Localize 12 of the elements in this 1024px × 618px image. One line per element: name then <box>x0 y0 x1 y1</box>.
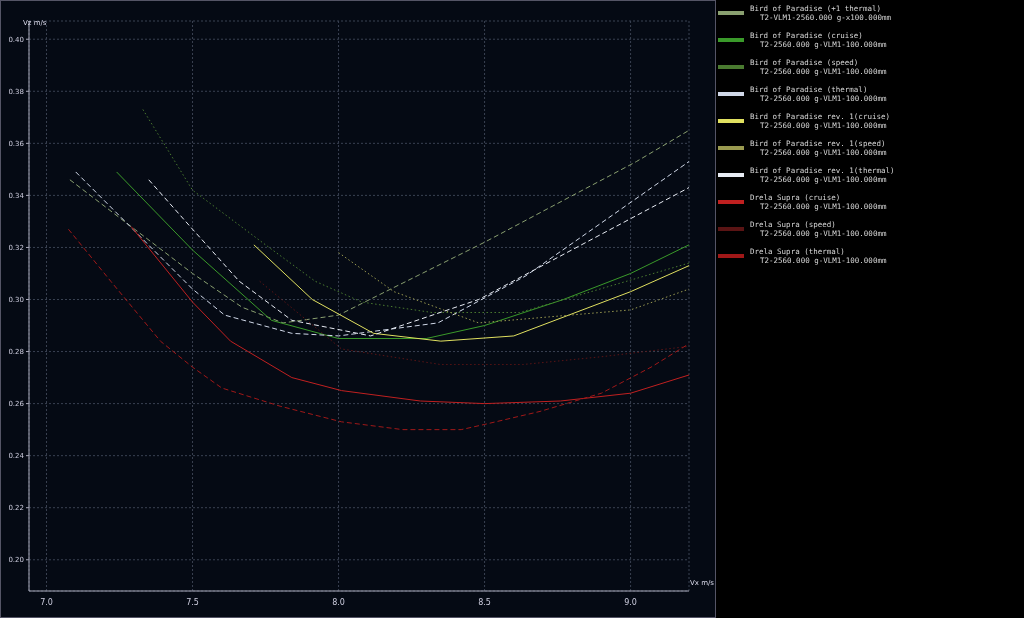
line-series <box>130 226 689 405</box>
x-tick-label: 8.0 <box>332 597 345 607</box>
x-tick-label: 7.5 <box>186 597 199 607</box>
line-series <box>253 244 689 342</box>
x-tick-label: 7.0 <box>40 597 53 607</box>
x-tick-label: 8.5 <box>478 597 491 607</box>
line-series <box>69 129 689 324</box>
x-tick-label: 9.0 <box>624 597 637 607</box>
line-series <box>142 108 689 314</box>
line-series <box>338 252 689 324</box>
line-series <box>259 280 689 366</box>
line-series <box>67 228 689 431</box>
